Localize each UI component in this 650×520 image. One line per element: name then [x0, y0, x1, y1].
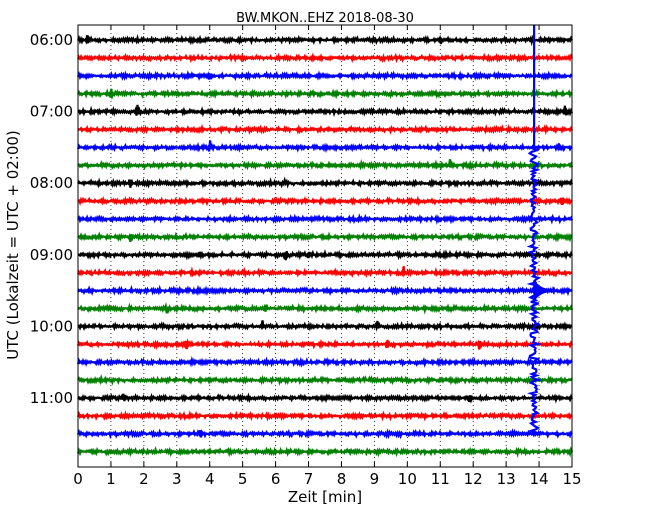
trace-row — [76, 52, 573, 64]
y-axis-label: UTC (Lokalzeit = UTC + 02:00) — [4, 130, 22, 360]
trace-row — [77, 176, 574, 189]
axes: 0 1 2 3 4 5 6 7 8 9 10 11 12 13 14 1506:0007:0008:0009:… — [30, 25, 582, 488]
x-axis-label: Zeit [min] — [287, 488, 363, 506]
y-tick-label: 07:00 — [30, 103, 73, 121]
x-tick-label: 1 — [106, 470, 116, 488]
trace-row — [77, 88, 573, 101]
trace-row — [77, 320, 573, 332]
y-tick-label: 10:00 — [30, 317, 73, 335]
x-tick-label: 7 — [304, 470, 314, 488]
y-tick-label: 08:00 — [30, 174, 73, 192]
trace-row — [76, 69, 573, 82]
x-tick-label: 5 — [238, 470, 248, 488]
trace-row — [77, 159, 574, 171]
x-tick-label: 3 — [172, 470, 182, 488]
x-tick-label: 14 — [530, 470, 549, 488]
x-tick-label: 8 — [337, 470, 347, 488]
trace-group — [76, 33, 574, 459]
trace-row — [76, 140, 573, 154]
trace-row — [77, 104, 574, 118]
trace-row — [77, 301, 574, 315]
plot-frame — [77, 24, 573, 468]
trace-row — [77, 123, 573, 136]
trace-row — [76, 410, 573, 422]
x-tick-label: 4 — [205, 470, 215, 488]
trace-row — [77, 249, 574, 261]
trace-row — [76, 355, 573, 369]
trace-row — [77, 213, 574, 225]
x-tick-label: 12 — [464, 470, 483, 488]
trace-row — [76, 266, 573, 279]
x-tick-label: 15 — [562, 470, 581, 488]
y-tick-label: 09:00 — [30, 246, 73, 264]
x-tick-label: 11 — [431, 470, 450, 488]
trace-row — [76, 446, 574, 459]
trace-row — [76, 338, 573, 351]
x-tick-label: 10 — [398, 470, 417, 488]
vertical-gridlines — [110, 25, 540, 467]
trace-row — [76, 33, 574, 47]
chart-title: BW.MKON..EHZ 2018-08-30 — [236, 11, 414, 26]
x-tick-label: 6 — [271, 470, 281, 488]
x-tick-label: 0 — [73, 470, 83, 488]
trace-row — [77, 231, 573, 243]
trace-row — [77, 373, 573, 386]
trace-row — [77, 284, 573, 297]
x-tick-label: 2 — [139, 470, 149, 488]
y-tick-label: 11:00 — [30, 389, 73, 407]
x-tick-label: 9 — [370, 470, 380, 488]
event-burst — [533, 280, 556, 301]
x-tick-label: 13 — [497, 470, 516, 488]
trace-row — [76, 428, 573, 440]
trace-row — [77, 392, 574, 404]
y-tick-label: 06:00 — [30, 31, 73, 49]
event-layer — [526, 25, 556, 434]
trace-row — [77, 195, 573, 207]
